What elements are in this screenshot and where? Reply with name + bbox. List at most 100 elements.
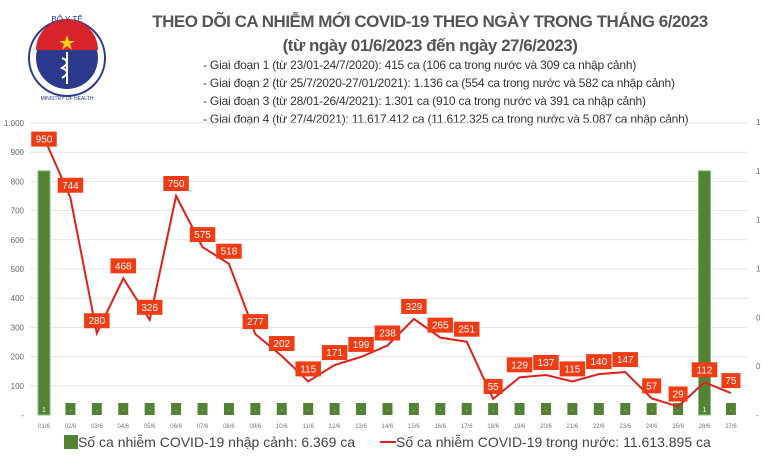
line-label-box [374,325,401,341]
bar-data-label: - [572,408,574,414]
line-label-box [586,354,612,370]
line-data-label: 115 [564,364,580,375]
line-label-box [269,336,295,352]
bar [514,403,525,415]
x-axis-tick: 08/6 [223,424,235,430]
legend-line-label: Số ca nhiễm COVID-19 trong nước: 11.613.… [396,434,711,450]
stage-2-note: - Giai đoạn 2 (từ 25/7/2020-27/01/2021):… [203,76,675,90]
line-data-label: 251 [458,325,475,336]
bar-data-label: - [492,408,494,414]
line-data-label: 112 [697,365,713,376]
legend-bar-swatch [64,435,78,449]
logo-top-text: BỘ Y TẾ [51,14,82,24]
x-axis-tick: 02/6 [65,424,77,430]
bar-data-label: - [677,408,679,414]
left-axis-tick: 200 [11,353,25,362]
line-data-label: 199 [353,340,370,351]
left-axis-tick: 100 [11,382,25,391]
x-axis-tick: 16/6 [434,424,446,430]
line-label-box [721,373,741,389]
x-axis-tick: 09/6 [250,424,262,430]
x-axis-tick: 05/6 [144,424,156,430]
x-axis-tick: 24/6 [646,424,658,430]
x-axis-tick: 25/6 [672,424,684,430]
line-data-label: 202 [273,339,290,350]
right-axis-tick: - [756,411,759,420]
line-label-box [110,258,137,274]
bar [223,403,234,415]
x-axis-tick: 22/6 [593,424,605,430]
line-label-box [483,378,503,394]
bar [540,403,551,415]
bar [144,403,155,415]
line-label-box [163,176,189,191]
x-axis-tick: 06/6 [170,424,182,430]
line-label-box [453,321,480,337]
bar [567,403,578,415]
bar [620,403,631,415]
line-data-label: 137 [538,358,555,369]
x-axis-tick: 26/6 [699,424,711,430]
bar [382,403,393,415]
right-axis-tick: 1 [756,216,761,225]
x-axis-tick: 18/6 [487,424,499,430]
chart-title: THEO DÕI CA NHIỄM MỚI COVID-19 THEO NGÀY… [152,12,708,31]
bar [646,403,657,415]
x-axis-tick: 15/6 [408,424,420,430]
left-axis-tick: 700 [11,207,25,216]
chart-subtitle: (từ ngày 01/6/2023 đến ngày 27/6/2023) [282,36,578,55]
line-label-box [295,361,321,377]
line-data-label: 29 [673,390,685,401]
bar-data-label: - [545,408,547,414]
line-data-label: 277 [247,317,264,328]
right-axis-tick: 1 [756,118,761,127]
bar [408,403,419,415]
stage-1-note: - Giai đoạn 1 (từ 23/01-24/7/2020): 415 … [203,58,637,72]
left-axis-tick: - [21,411,24,420]
bar-data-label: - [466,408,468,414]
bar-data-label: - [175,408,177,414]
bar [488,403,499,415]
bar [250,403,261,415]
line-data-label: 468 [115,261,132,272]
line-data-label: 57 [646,381,658,392]
x-axis-tick: 11/6 [303,424,315,430]
bar-data-label: - [360,408,362,414]
x-axis-tick: 21/6 [567,424,579,430]
bar-data-label: - [730,408,732,414]
x-axis-tick: 13/6 [355,424,367,430]
x-axis-tick: 23/6 [619,424,631,430]
line-label-box [242,314,269,330]
bar-data-label: - [202,408,204,414]
bar [276,403,287,415]
line-data-label: 575 [194,230,211,241]
line-data-label: 171 [326,348,343,359]
line-label-box [559,361,586,377]
bar [725,403,736,415]
line-data-label: 140 [590,357,607,368]
line-data-label: 129 [511,360,528,371]
bar-data-label: 1 [703,407,707,414]
line-label-box [642,378,662,394]
bar [37,170,51,416]
line-label-box [401,298,427,314]
x-axis-tick: 27/6 [725,424,737,430]
line-data-label: 744 [62,181,79,192]
right-axis-tick: 1 [756,167,761,176]
left-axis-tick: 600 [11,236,25,245]
legend-line-swatch [380,441,396,443]
line-data-label: 326 [141,303,158,314]
left-axis-tick: 800 [11,177,25,186]
line-label-box [136,299,163,315]
bar-data-label: - [255,408,257,414]
x-axis-tick: 17/6 [461,424,473,430]
line-data-label: 115 [300,364,316,375]
left-axis-tick: 300 [11,323,25,332]
x-axis-tick: 01/6 [38,424,50,430]
right-axis-tick: 1 [756,265,761,274]
line-label-box [84,313,110,329]
bar-data-label: - [624,408,626,414]
bar [673,403,684,415]
